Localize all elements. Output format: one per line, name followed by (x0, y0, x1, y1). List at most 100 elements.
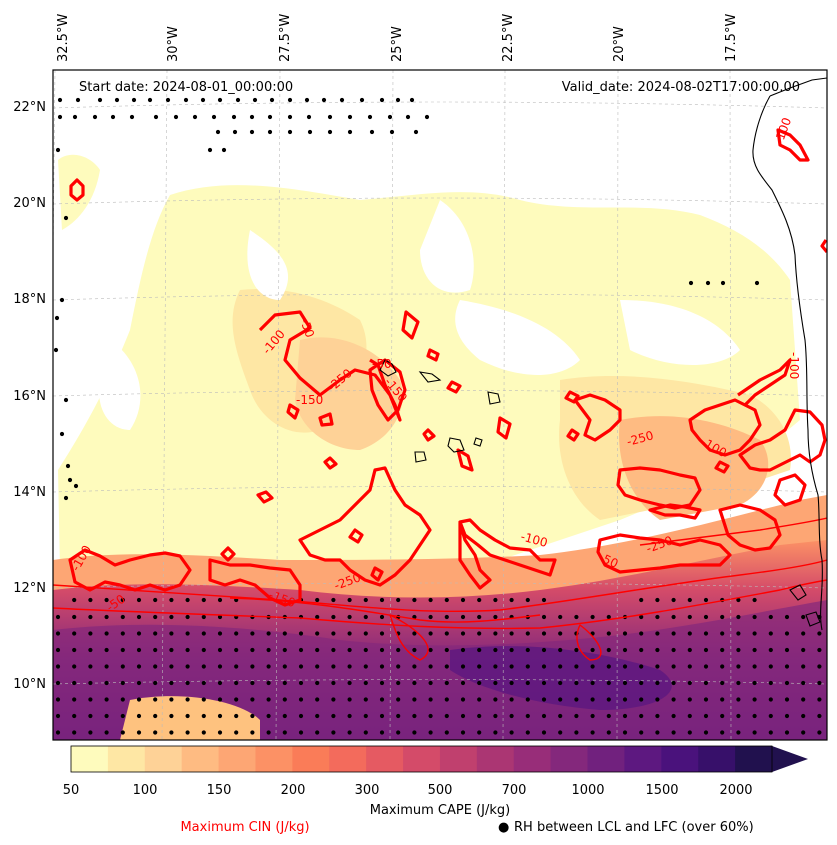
rh-dot (249, 114, 255, 120)
rh-dot (369, 129, 375, 135)
colorbar-tick: 1000 (571, 783, 604, 798)
rh-dot (201, 730, 206, 735)
rh-dot (153, 647, 158, 653)
rh-dot (493, 597, 498, 603)
rh-dot (705, 280, 711, 286)
rh-dot (703, 597, 709, 603)
rh-dot (655, 614, 660, 620)
rh-dot (574, 713, 579, 719)
rh-dot (590, 697, 595, 702)
rh-dot (574, 680, 579, 686)
rh-dot (192, 114, 198, 120)
rh-dot (88, 664, 93, 669)
rh-dot (185, 713, 190, 719)
rh-dot (671, 730, 676, 735)
rh-dot (736, 647, 741, 653)
rh-dot (231, 114, 237, 120)
rh-dot (606, 614, 611, 620)
rh-dot (359, 97, 365, 103)
rh-dot (104, 713, 109, 719)
legend: Maximum CIN (J/kg) ● RH between LCL and … (180, 820, 753, 835)
rh-dot (736, 680, 741, 686)
lat-label: 12°N (13, 581, 46, 596)
rh-dot (315, 614, 320, 620)
rh-dot (477, 597, 482, 603)
cin-label: -250 (625, 428, 655, 449)
rh-dot (655, 597, 660, 603)
rh-dot (185, 647, 190, 653)
rh-dot (655, 730, 660, 735)
rh-dot (477, 647, 482, 653)
rh-dot (736, 713, 741, 719)
rh-dot (639, 597, 644, 603)
rh-stipple (53, 97, 822, 735)
rh-dot (136, 614, 142, 620)
rh-dot (315, 697, 320, 702)
colorbar-swatch (292, 746, 330, 772)
colorbar-swatch (624, 746, 662, 772)
rh-dot (493, 680, 498, 686)
rh-dot (541, 697, 547, 702)
rh-dot (444, 647, 449, 653)
rh-dot (444, 614, 449, 620)
rh-dot (221, 147, 227, 153)
rh-dot (493, 614, 498, 620)
rh-dot (104, 597, 109, 603)
rh-dot (234, 597, 239, 603)
rh-dot (622, 697, 628, 702)
rh-dot (784, 713, 790, 719)
rh-dot (55, 614, 61, 620)
rh-dot (234, 631, 239, 636)
rh-dot (703, 647, 709, 653)
rh-dot (477, 631, 482, 636)
rh-dot (110, 114, 116, 120)
rh-dot (703, 614, 709, 620)
rh-dot (185, 631, 190, 636)
rh-dot (784, 664, 790, 669)
rh-dot (136, 680, 142, 686)
rh-dot (752, 664, 757, 669)
coastlines (379, 77, 827, 631)
rh-dot (606, 680, 611, 686)
rh-dot (801, 664, 806, 669)
rh-dot (217, 697, 223, 702)
rh-dot (493, 664, 498, 669)
rh-dot (574, 697, 579, 702)
rh-dot (558, 664, 563, 669)
rh-dot (282, 713, 287, 719)
rh-dot (331, 614, 336, 620)
rh-dot (201, 647, 206, 653)
rh-dot (287, 114, 293, 120)
rh-dot (703, 730, 709, 735)
rh-dot (73, 483, 79, 489)
rh-dot (752, 597, 757, 603)
rh-dot (720, 730, 725, 735)
rh-dot (363, 713, 368, 719)
rh-dot (784, 697, 790, 702)
rh-dot (590, 664, 595, 669)
rh-dot (720, 664, 725, 669)
rh-dot (606, 664, 611, 669)
rh-dot (687, 631, 692, 636)
lon-label: 25°W (390, 26, 405, 62)
rh-dot (185, 730, 190, 735)
map-frame (52, 69, 828, 741)
rh-dot (88, 697, 93, 702)
rh-dot (784, 647, 790, 653)
rh-dot (72, 680, 77, 686)
rh-dot (347, 730, 352, 735)
rh-dot (201, 597, 206, 603)
rh-dot (444, 697, 449, 702)
rh-dot (282, 631, 287, 636)
rh-dot (687, 647, 692, 653)
rh-dot (136, 631, 142, 636)
rh-dot (363, 697, 368, 702)
rh-dot (428, 730, 433, 735)
rh-dot (185, 614, 190, 620)
rh-dot (287, 97, 293, 103)
lat-label: 18°N (13, 292, 46, 307)
rh-dot (327, 129, 333, 135)
colorbar-swatch (550, 746, 589, 772)
rh-dot (267, 114, 273, 120)
rh-dot (639, 614, 644, 620)
